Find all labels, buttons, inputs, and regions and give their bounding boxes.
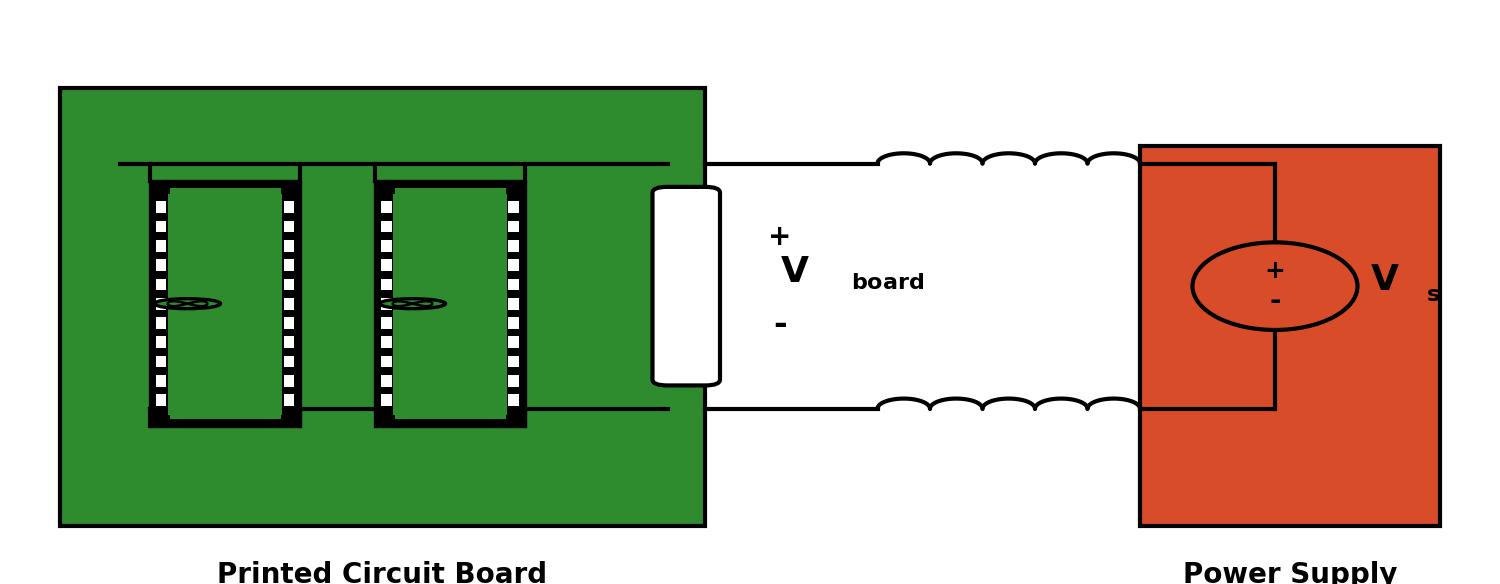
Text: -: -	[1269, 287, 1281, 315]
Ellipse shape	[380, 298, 446, 309]
Bar	[381, 221, 392, 232]
Bar	[381, 394, 392, 406]
Bar	[150, 181, 300, 426]
Bar	[284, 279, 294, 290]
Bar	[284, 394, 294, 406]
Bar	[284, 336, 294, 348]
Bar	[156, 279, 166, 290]
Text: $\mathbf{board}$: $\mathbf{board}$	[850, 273, 924, 293]
Bar	[509, 259, 519, 271]
Bar	[381, 336, 392, 348]
Ellipse shape	[154, 298, 220, 309]
Bar	[381, 356, 392, 367]
Bar	[381, 317, 392, 329]
Bar	[156, 336, 166, 348]
Ellipse shape	[1192, 242, 1358, 330]
Text: +: +	[1264, 259, 1286, 283]
Bar	[156, 317, 166, 329]
Bar	[381, 201, 392, 213]
Text: $\mathbf{V}$: $\mathbf{V}$	[780, 255, 810, 288]
Bar	[284, 201, 294, 213]
Bar	[381, 279, 392, 290]
Text: $\mathbf{V}$: $\mathbf{V}$	[1370, 263, 1400, 297]
Bar	[284, 240, 294, 252]
Bar	[284, 356, 294, 367]
Bar	[156, 375, 166, 387]
Bar	[509, 221, 519, 232]
Bar	[509, 375, 519, 387]
Text: -: -	[772, 308, 788, 340]
Bar	[284, 259, 294, 271]
Bar	[156, 240, 166, 252]
Bar	[375, 181, 525, 426]
Text: +: +	[768, 223, 792, 251]
Bar	[156, 394, 166, 406]
Bar	[284, 375, 294, 387]
Bar	[156, 259, 166, 271]
Bar	[381, 298, 392, 310]
Bar	[393, 188, 507, 419]
Bar	[509, 356, 519, 367]
Text: Printed Circuit Board: Printed Circuit Board	[217, 561, 548, 584]
Bar	[381, 240, 392, 252]
Text: Power Supply: Power Supply	[1182, 561, 1398, 584]
Bar	[381, 259, 392, 271]
FancyBboxPatch shape	[652, 187, 720, 385]
Bar	[509, 201, 519, 213]
Bar	[1140, 146, 1440, 526]
Bar	[284, 221, 294, 232]
Bar	[156, 221, 166, 232]
Bar	[509, 279, 519, 290]
Bar	[156, 201, 166, 213]
Bar	[168, 188, 282, 419]
Text: $\mathbf{s}$: $\mathbf{s}$	[1426, 285, 1440, 305]
Bar	[509, 317, 519, 329]
Bar	[509, 298, 519, 310]
Bar	[284, 298, 294, 310]
Bar	[509, 336, 519, 348]
Bar	[381, 375, 392, 387]
Bar	[60, 88, 705, 526]
Bar	[156, 298, 166, 310]
Bar	[284, 317, 294, 329]
Bar	[509, 394, 519, 406]
Bar	[156, 356, 166, 367]
Bar	[509, 240, 519, 252]
